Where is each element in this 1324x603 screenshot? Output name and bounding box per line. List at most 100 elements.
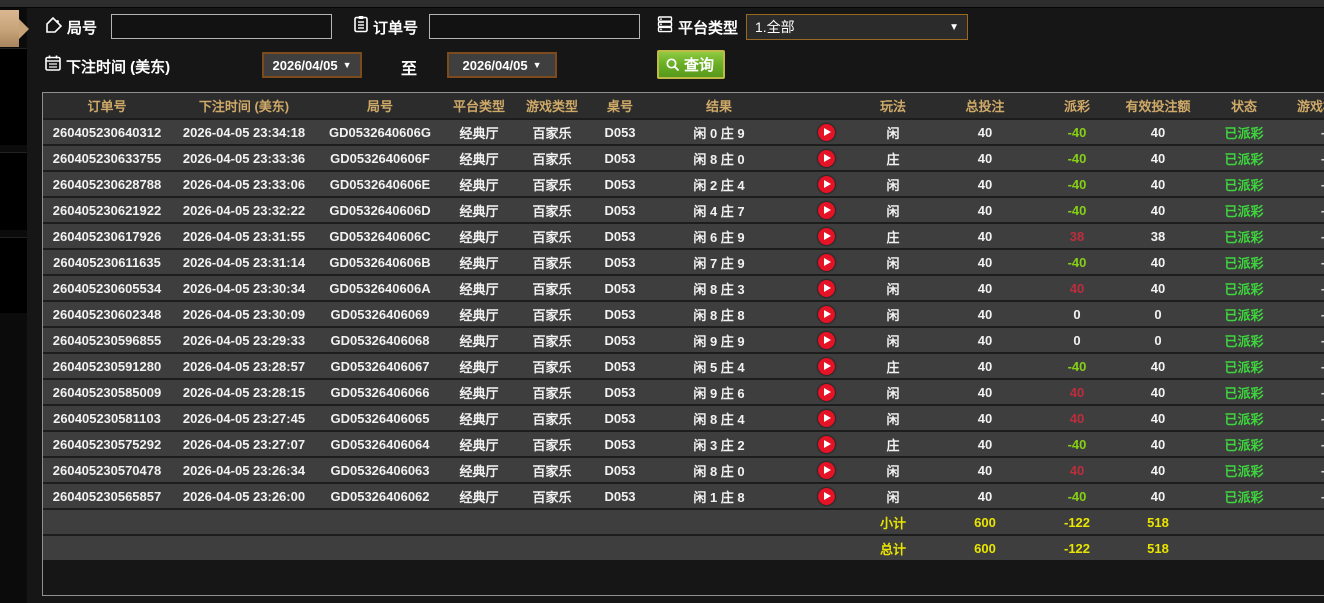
cell-status: 已派彩 bbox=[1224, 411, 1264, 427]
cell-round_no: GD0532640606C bbox=[329, 228, 431, 244]
cell-status: 已派彩 bbox=[1224, 385, 1264, 401]
cell-result: 闲 6 庄 9 bbox=[693, 229, 745, 245]
table-row: 260405230570478 2026-04-05 23:26:34 GD0532… bbox=[43, 456, 1324, 482]
play-video-icon[interactable] bbox=[817, 305, 835, 323]
cell-result: 闲 8 庄 8 bbox=[693, 307, 745, 323]
cell-play bbox=[787, 380, 865, 404]
cell-platform: 经典厅 bbox=[459, 437, 499, 453]
subtotal-row-bet_time bbox=[171, 510, 317, 534]
cell-payout: -40 bbox=[1067, 124, 1087, 140]
play-video-icon[interactable] bbox=[817, 383, 835, 401]
cell-platform: 经典厅 bbox=[459, 411, 499, 427]
cell-play_method: 闲 bbox=[886, 385, 900, 401]
play-video-icon[interactable] bbox=[817, 149, 835, 167]
cell-total_bet: 40 bbox=[977, 306, 993, 322]
play-video-icon[interactable] bbox=[817, 461, 835, 479]
cell-status: 已派彩 bbox=[1224, 333, 1264, 349]
cell-round_no: GD05326406067 bbox=[330, 358, 430, 374]
cell-order_no: 260405230591280 bbox=[52, 358, 162, 374]
cell-game_mode: - bbox=[1277, 484, 1324, 508]
cell-table_no: D053 bbox=[604, 306, 636, 322]
cell-game_type: 百家乐 bbox=[532, 177, 572, 193]
total-row: 总计 600 -122 518 bbox=[43, 534, 1324, 560]
play-video-icon[interactable] bbox=[817, 279, 835, 297]
query-button[interactable]: 查询 bbox=[657, 50, 726, 79]
sidebar-block bbox=[0, 48, 27, 145]
col-header-platform: 平台类型 bbox=[452, 99, 505, 114]
cell-payout: 38 bbox=[1069, 228, 1085, 244]
cell-game_mode: - bbox=[1277, 276, 1324, 300]
cell-play_method: 闲 bbox=[886, 255, 900, 271]
platform-type-select[interactable]: 1.全部 ▼ bbox=[746, 14, 968, 40]
date-to-picker[interactable]: 2026/04/05 ▼ bbox=[447, 52, 557, 78]
cell-result: 闲 8 庄 0 bbox=[693, 463, 745, 479]
play-video-icon[interactable] bbox=[817, 435, 835, 453]
cell-total_bet: 40 bbox=[977, 280, 993, 296]
chevron-down-icon: ▼ bbox=[342, 60, 352, 70]
cell-status: 已派彩 bbox=[1224, 359, 1264, 375]
sidebar-block bbox=[0, 152, 27, 230]
cell-result: 闲 8 庄 4 bbox=[693, 411, 745, 427]
cell-bet_time: 2026-04-05 23:28:15 bbox=[182, 384, 306, 400]
bet-time-label: 下注时间 (美东) bbox=[66, 59, 171, 76]
play-video-icon[interactable] bbox=[817, 331, 835, 349]
total-row-round_no bbox=[317, 536, 443, 560]
date-from-picker[interactable]: 2026/04/05 ▼ bbox=[262, 52, 362, 78]
cell-platform: 经典厅 bbox=[459, 151, 499, 167]
sidebar-expand-handle[interactable] bbox=[0, 10, 19, 47]
cell-play bbox=[787, 302, 865, 326]
tag-icon bbox=[45, 16, 63, 34]
cell-play_method: 闲 bbox=[886, 177, 900, 193]
play-video-icon[interactable] bbox=[817, 175, 835, 193]
cell-result: 闲 2 庄 4 bbox=[693, 177, 745, 193]
table-row: 260405230602348 2026-04-05 23:30:09 GD0532… bbox=[43, 300, 1324, 326]
cell-result: 闲 1 庄 8 bbox=[693, 489, 745, 505]
order-no-input[interactable] bbox=[429, 14, 640, 39]
col-header-play bbox=[787, 93, 865, 118]
cell-game_type: 百家乐 bbox=[532, 203, 572, 219]
collapsed-sidebar bbox=[0, 0, 27, 603]
cell-platform: 经典厅 bbox=[459, 385, 499, 401]
table-row: 260405230565857 2026-04-05 23:26:00 GD0532… bbox=[43, 482, 1324, 508]
total-row-result bbox=[651, 536, 787, 560]
cell-platform: 经典厅 bbox=[459, 177, 499, 193]
table-row: 260405230575292 2026-04-05 23:27:07 GD0532… bbox=[43, 430, 1324, 456]
cell-payout: -40 bbox=[1067, 488, 1087, 504]
total-row-play_method: 总计 bbox=[879, 541, 906, 557]
cell-game_type: 百家乐 bbox=[532, 229, 572, 245]
cell-game_mode: - bbox=[1277, 224, 1324, 248]
round-no-input[interactable] bbox=[111, 14, 332, 39]
cell-status: 已派彩 bbox=[1224, 463, 1264, 479]
play-video-icon[interactable] bbox=[817, 487, 835, 505]
play-video-icon[interactable] bbox=[817, 123, 835, 141]
cell-play bbox=[787, 250, 865, 274]
cell-total_bet: 40 bbox=[977, 488, 993, 504]
cell-status: 已派彩 bbox=[1224, 489, 1264, 505]
table-row: 260405230605534 2026-04-05 23:30:34 GD0532… bbox=[43, 274, 1324, 300]
play-video-icon[interactable] bbox=[817, 253, 835, 271]
total-row-status bbox=[1211, 536, 1277, 560]
cell-valid_bet: 38 bbox=[1150, 228, 1166, 244]
round-no-label: 局号 bbox=[67, 20, 98, 37]
cell-payout: 40 bbox=[1069, 280, 1085, 296]
table-row: 260405230621922 2026-04-05 23:32:22 GD0532… bbox=[43, 196, 1324, 222]
col-header-game_type: 游戏类型 bbox=[525, 99, 578, 114]
sidebar-block bbox=[0, 237, 27, 313]
chevron-down-icon: ▼ bbox=[949, 21, 959, 33]
cell-table_no: D053 bbox=[604, 254, 636, 270]
cell-order_no: 260405230602348 bbox=[52, 306, 162, 322]
cell-bet_time: 2026-04-05 23:31:14 bbox=[182, 254, 306, 270]
chevron-down-icon: ▼ bbox=[532, 60, 542, 70]
date-to-value: 2026/04/05 bbox=[462, 57, 528, 73]
cell-game_mode: - bbox=[1277, 146, 1324, 170]
play-video-icon[interactable] bbox=[817, 201, 835, 219]
table-row: 260405230591280 2026-04-05 23:28:57 GD0532… bbox=[43, 352, 1324, 378]
total-row-valid_bet: 518 bbox=[1147, 540, 1169, 556]
total-row-bet_time bbox=[171, 536, 317, 560]
cell-table_no: D053 bbox=[604, 410, 636, 426]
cell-game_type: 百家乐 bbox=[532, 281, 572, 297]
play-video-icon[interactable] bbox=[817, 409, 835, 427]
play-video-icon[interactable] bbox=[817, 357, 835, 375]
play-video-icon[interactable] bbox=[817, 227, 835, 245]
bet-history-table: 订单号 下注时间 (美东) 局号 平台类型 游戏类型 桌号 结果 玩法 总投注 派彩 有效投注额 状态… bbox=[42, 92, 1324, 596]
